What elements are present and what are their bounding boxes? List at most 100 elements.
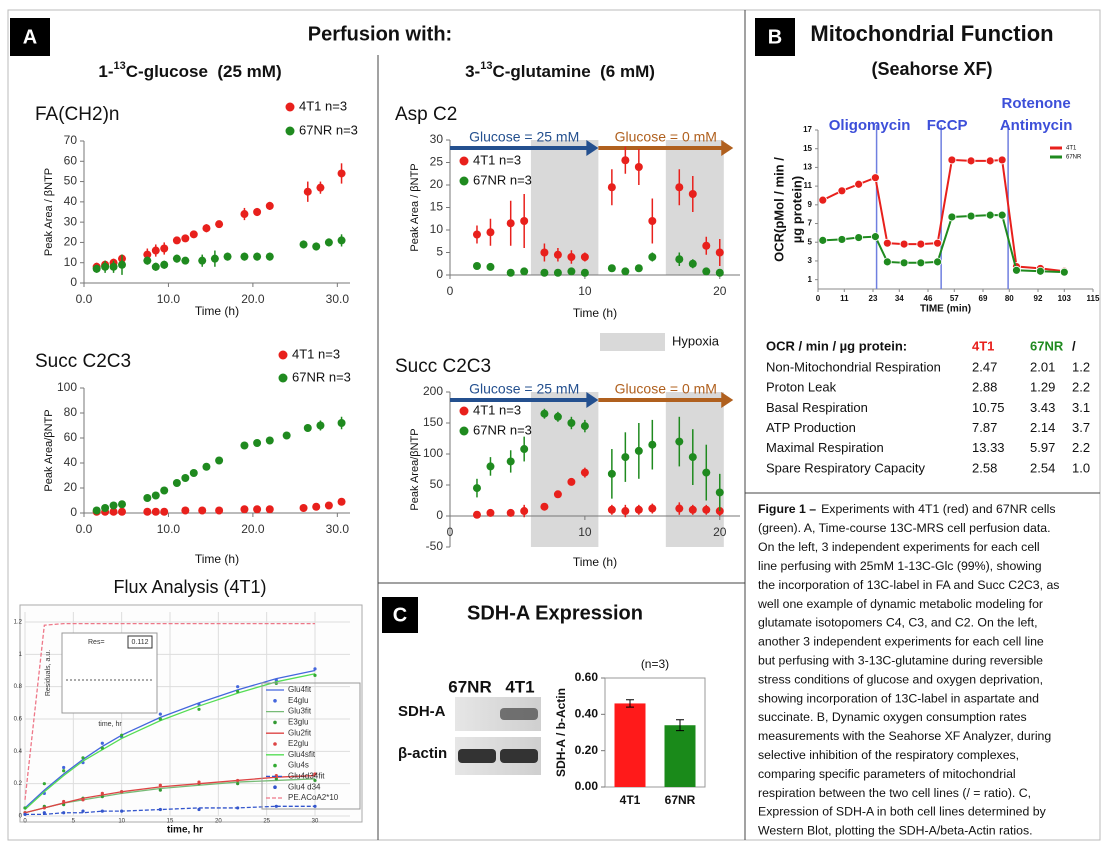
blot-band [500, 749, 538, 763]
caption-text: Experiments with 4T1 (red) and 67NR cell… [821, 502, 1055, 516]
panel-title: SDH-A Expression [467, 602, 643, 624]
data-point [93, 265, 101, 273]
ocr-point [900, 259, 908, 267]
data-point [181, 234, 189, 242]
flux-point [236, 685, 239, 688]
y-tick-label: 60 [64, 430, 78, 444]
data-point [554, 490, 562, 498]
data-point [540, 269, 548, 277]
data-point [266, 202, 274, 210]
data-point [567, 478, 575, 486]
table-cell: 2.88 [972, 380, 997, 395]
legend-label: PE.ACoA2*10 [288, 793, 339, 802]
inset-value: 0.112 [132, 639, 149, 646]
y-tick-label: 40 [64, 194, 78, 208]
x-tick-label: 0.0 [76, 522, 93, 536]
caption-line: glutamate isotopomers C4, C3, and C2. On… [758, 616, 1038, 630]
flux-point [101, 810, 104, 813]
data-point [581, 469, 589, 477]
y-axis-label: Peak Area / βNTP [43, 168, 55, 256]
data-point [338, 419, 346, 427]
data-point [608, 470, 616, 478]
x-tick-label: 10 [578, 284, 592, 298]
data-point [675, 438, 683, 446]
y-tick-label: 15 [430, 200, 444, 214]
caption-line: comparing specific parameters of mitocho… [758, 767, 1016, 781]
y-tick-label: 40 [64, 455, 78, 469]
caption-line: line perfusing with 25mM 1-13C-Glc (99%)… [758, 559, 1042, 573]
flux-point [236, 806, 239, 809]
caption-line: measurements with the Seahorse XF Analyz… [758, 729, 1051, 743]
y-tick-label: 0.2 [14, 781, 23, 787]
caption-line: well one example of dynamic metabolic mo… [757, 597, 1043, 611]
data-point [716, 249, 724, 257]
x-tick-label: 10 [118, 819, 125, 825]
bar [615, 703, 646, 787]
ocr-point [917, 259, 925, 267]
blot-band [458, 749, 496, 763]
y-tick-label: 0.20 [575, 743, 599, 757]
data-point [702, 242, 710, 250]
data-point [211, 255, 219, 263]
x-tick-label: 20 [713, 284, 727, 298]
data-point [325, 502, 333, 510]
chart-title: Succ C2C3 [35, 351, 131, 372]
arrow-head [721, 140, 733, 156]
x-axis-label: Time (h) [195, 552, 239, 566]
chart-title: FA(CH2)n [35, 104, 119, 125]
flux-point [62, 811, 65, 814]
flux-point [81, 798, 84, 801]
ocr-point [838, 187, 846, 195]
data-point [224, 253, 232, 261]
table-header: / [1072, 338, 1076, 353]
blot-row: β-actin [398, 745, 447, 762]
ocr-point [855, 234, 863, 242]
chart-title: Succ C2C3 [395, 356, 491, 377]
table-cell: 3.43 [1030, 400, 1055, 415]
hypoxia-region [531, 140, 598, 275]
table-cell: Basal Respiration [766, 400, 868, 415]
data-point [266, 437, 274, 445]
data-point [689, 453, 697, 461]
y-tick-label: 10 [64, 255, 78, 269]
data-point [567, 267, 575, 275]
data-point [101, 504, 109, 512]
data-point [202, 463, 210, 471]
data-point [300, 504, 308, 512]
flux-point [313, 674, 316, 677]
flux-point [120, 734, 123, 737]
legend-label: 67NR n=3 [299, 122, 358, 137]
data-point [338, 236, 346, 244]
x-axis-label: Time (h) [573, 555, 617, 569]
x-tick-label: 10.0 [157, 292, 181, 306]
data-point [567, 419, 575, 427]
legend-label: 4T1 n=3 [473, 402, 521, 417]
flux-point [313, 805, 316, 808]
caption-line: selective inhibition of the respiratory … [758, 748, 1019, 762]
table-cell: 1.2 [1072, 359, 1090, 374]
hypoxia-swatch [600, 333, 665, 351]
ocr-line [823, 160, 1065, 271]
y-tick-label: 15 [803, 144, 812, 153]
condition-label: Glucose = 0 mM [615, 381, 717, 397]
data-point [567, 253, 575, 261]
table-cell: 2.01 [1030, 359, 1055, 374]
ocr-point [883, 239, 891, 247]
data-point [520, 217, 528, 225]
data-point [173, 236, 181, 244]
caption-line: stress conditions of glucose and oxygen … [758, 672, 1043, 686]
y-tick-label: 150 [423, 415, 443, 429]
table-header: 4T1 [972, 338, 994, 353]
ocr-point [838, 235, 846, 243]
injection-label: Antimycin [1000, 117, 1073, 134]
x-tick-label: 69 [979, 294, 988, 303]
table-cell: Spare Respiratory Capacity [766, 460, 925, 475]
ocr-point [883, 258, 891, 266]
caption-line: Expression of SDH-A in both cell lines d… [758, 805, 1047, 819]
ocr-point [986, 211, 994, 219]
flux-point [159, 808, 162, 811]
legend-label: Glu4fit [288, 685, 312, 694]
flux-point [101, 747, 104, 750]
x-tick-label: 0 [447, 525, 454, 539]
hypoxia-label: Hypoxia [672, 333, 720, 348]
